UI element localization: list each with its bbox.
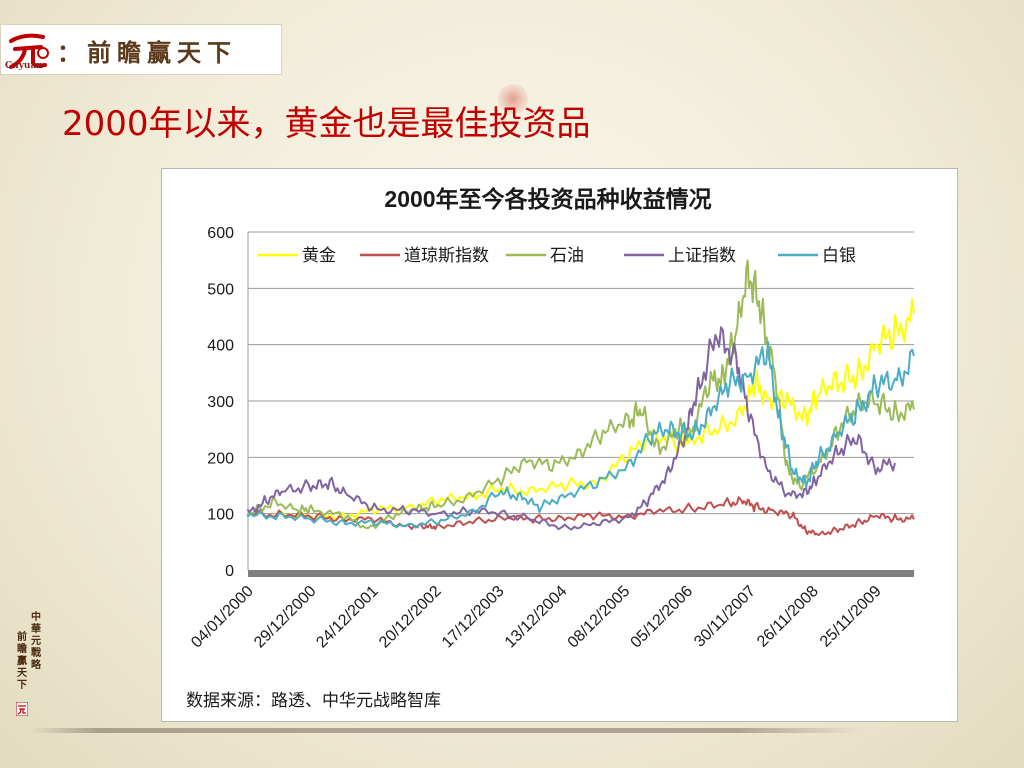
x-tick-label: 17/12/2003 <box>439 583 508 652</box>
seal-char: 略 <box>31 660 41 671</box>
seal-char: 贏 <box>17 656 27 667</box>
x-axis: 04/01/200029/12/200024/12/200120/12/2002… <box>188 570 914 651</box>
x-tick-label: 25/11/2009 <box>817 583 885 651</box>
x-tick-label: 08/12/2005 <box>565 583 634 652</box>
slide-title: 2000年以来，黄金也是最佳投资品 <box>62 104 591 144</box>
x-tick-label: 30/11/2007 <box>691 583 759 651</box>
legend-label: 道琼斯指数 <box>404 246 489 265</box>
x-tick-label: 04/01/2000 <box>188 583 257 652</box>
x-tick-label: 13/12/2004 <box>502 583 571 652</box>
y-tick-label: 600 <box>207 225 234 242</box>
y-tick-label: 300 <box>207 394 234 411</box>
y-tick-label: 200 <box>207 450 234 467</box>
seal-char: 中 <box>31 612 41 623</box>
seal-char: 戰 <box>31 648 41 659</box>
series-lines <box>246 259 915 537</box>
chart-source: 数据来源：路透、中华元战略智库 <box>186 691 441 710</box>
chart-title: 2000年至今各投资品种收益情况 <box>384 186 711 212</box>
seal-char: 元 <box>31 636 41 647</box>
legend-label: 黄金 <box>302 246 336 265</box>
brand-sub: Cnyuan <box>5 61 43 71</box>
cnyuan-seal-icon <box>9 33 49 69</box>
legend-label: 石油 <box>550 246 584 265</box>
x-tick-label: 24/12/2001 <box>313 583 382 652</box>
x-tick-label: 29/12/2000 <box>251 583 320 652</box>
legend-label: 白银 <box>822 246 856 265</box>
decorative-dot <box>498 84 528 114</box>
y-axis: 0 100 200 300 400 500 600 <box>207 225 234 580</box>
seal-text-right: 中華元戰略 <box>30 612 42 672</box>
x-tick-label: 05/12/2006 <box>628 583 697 652</box>
x-tick-label: 26/11/2008 <box>754 583 822 651</box>
seal-char: 瞻 <box>17 644 27 655</box>
x-axis-bar <box>248 570 914 577</box>
legend-label: 上证指数 <box>668 246 736 265</box>
bottom-divider <box>30 728 860 733</box>
vertical-seal: 中華元戰略 前瞻贏天下 <box>14 612 44 720</box>
y-tick-label: 400 <box>207 338 234 355</box>
y-tick-label: 100 <box>207 507 234 524</box>
seal-text-left: 前瞻贏天下 <box>16 632 28 692</box>
series-line <box>246 326 896 531</box>
line-chart: 2000年至今各投资品种收益情况 0 100 200 300 400 500 600 04/… <box>186 186 915 710</box>
seal-char: 下 <box>17 680 27 691</box>
brand-logo: ：前瞻赢天下 Cnyuan <box>0 24 282 75</box>
y-tick-label: 500 <box>207 281 234 298</box>
x-tick-label: 20/12/2002 <box>376 583 445 652</box>
seal-char: 天 <box>17 668 27 679</box>
legend: 黄金 道琼斯指数 石油 上证指数 白银 <box>258 246 856 265</box>
series-line <box>246 341 915 529</box>
chart-frame: 2000年至今各投资品种收益情况 0 100 200 300 400 500 600 04/… <box>161 168 958 722</box>
seal-mark-icon <box>16 702 28 716</box>
seal-char: 華 <box>31 624 41 635</box>
y-tick-label: 0 <box>225 563 234 580</box>
brand-slogan: ：前瞻赢天下 <box>57 38 237 67</box>
seal-char: 前 <box>17 632 27 643</box>
